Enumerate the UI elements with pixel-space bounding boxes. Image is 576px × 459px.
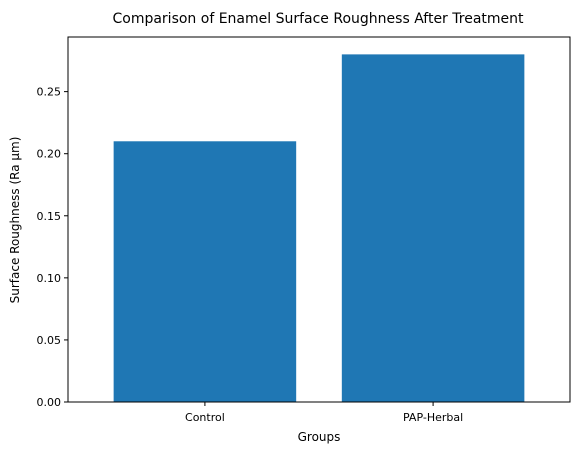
- y-tick-label: 0.10: [37, 272, 62, 285]
- x-tick-label: Control: [185, 411, 225, 424]
- bars-group: [113, 54, 525, 403]
- x-tick-label: PAP-Herbal: [403, 411, 463, 424]
- y-tick-label: 0.25: [37, 86, 62, 99]
- bar-control: [113, 141, 297, 403]
- y-tick-label: 0.15: [37, 210, 62, 223]
- x-axis: Control PAP-Herbal: [185, 402, 463, 424]
- y-tick-label: 0.05: [37, 334, 62, 347]
- y-axis-label: Surface Roughness (Ra µm): [8, 137, 22, 304]
- x-axis-label: Groups: [298, 430, 341, 444]
- plot-frame: [67, 36, 571, 403]
- bar-pap-herbal: [341, 54, 525, 402]
- y-tick-label: 0.20: [37, 148, 62, 161]
- y-tick-label: 0.00: [37, 396, 62, 409]
- y-axis: 0.00 0.05 0.10 0.15 0.20 0.25: [37, 86, 68, 409]
- chart-title: Comparison of Enamel Surface Roughness A…: [112, 11, 524, 27]
